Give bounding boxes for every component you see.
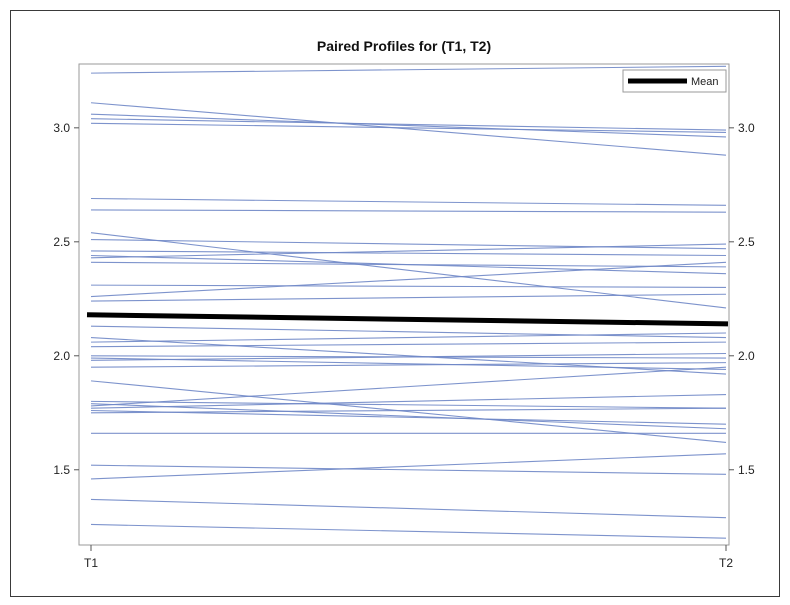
profile-line [90, 102, 727, 156]
profile-line [90, 250, 727, 257]
profile-line [90, 352, 727, 361]
y-tick-label-left: 3.0 [53, 121, 70, 135]
profile-line [90, 197, 727, 206]
y-tick-label-right: 2.5 [738, 235, 755, 249]
profile-line [90, 464, 727, 475]
y-tick-label-right: 3.0 [738, 121, 755, 135]
profile-lines [90, 65, 727, 539]
y-tick-label-left: 2.0 [53, 349, 70, 363]
mean-line [86, 312, 729, 327]
profile-line [90, 366, 727, 407]
legend: Mean [622, 69, 727, 93]
profile-line [90, 118, 727, 131]
x-category-label: T2 [719, 556, 733, 570]
y-tick-label-right: 1.5 [738, 463, 755, 477]
profile-line [90, 380, 727, 443]
profile-line [90, 261, 727, 298]
legend-mean-label: Mean [691, 76, 719, 88]
x-category-label: T1 [84, 556, 98, 570]
profile-line [90, 284, 727, 288]
profile-line [90, 498, 727, 519]
profile-line [90, 523, 727, 539]
profile-line [90, 341, 727, 348]
profile-line [90, 209, 727, 213]
profile-line [90, 393, 727, 409]
paired-profiles-chart: Paired Profiles for (T1, T2) 1.5 1.5 2.0 2.… [53, 38, 755, 570]
profile-line [90, 293, 727, 302]
profile-line [90, 325, 727, 339]
plot-area [78, 63, 730, 546]
profile-line [90, 261, 727, 268]
profile-line [90, 409, 727, 425]
mean-series [86, 312, 729, 327]
profile-line [90, 453, 727, 480]
profile-line [90, 332, 727, 343]
profile-line [90, 122, 727, 133]
y-tick-label-left: 1.5 [53, 463, 70, 477]
profile-line [90, 65, 727, 74]
profile-line [90, 238, 727, 250]
y-tick-label-right: 2.0 [738, 349, 755, 363]
profile-line [90, 362, 727, 368]
profile-line [90, 403, 727, 430]
y-tick-label-left: 2.5 [53, 235, 70, 249]
axes: 1.5 1.5 2.0 2.0 2.5 2.5 3.0 3.0 T1 T2 [53, 121, 755, 570]
profile-line [90, 407, 727, 414]
chart-frame: Paired Profiles for (T1, T2) 1.5 1.5 2.0 2.… [10, 10, 780, 597]
profile-line [90, 400, 727, 409]
chart-title: Paired Profiles for (T1, T2) [317, 38, 491, 54]
profile-line [90, 357, 727, 371]
profile-line [90, 243, 727, 259]
profile-line [90, 113, 727, 138]
